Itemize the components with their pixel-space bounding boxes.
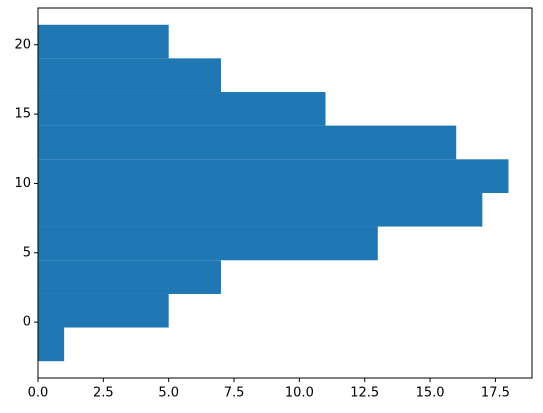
bar: [38, 92, 326, 126]
y-tick-label: 15: [14, 107, 31, 122]
x-tick-label: 15.0: [416, 386, 445, 401]
bar: [38, 24, 169, 59]
x-tick-label: 17.5: [481, 386, 510, 401]
bar: [38, 293, 169, 328]
bar: [38, 226, 378, 261]
bar: [38, 125, 457, 160]
x-tick-label: 2.5: [93, 386, 114, 401]
x-tick-label: 0.0: [28, 386, 49, 401]
plot-frame: [37, 7, 533, 379]
bar: [38, 327, 65, 362]
bar: [38, 260, 221, 294]
y-tick-label: 5: [23, 245, 31, 260]
bar: [38, 58, 221, 93]
bar: [38, 193, 483, 227]
x-tick-label: 5.0: [158, 386, 179, 401]
x-tick-label: 12.5: [350, 386, 379, 401]
y-tick-label: 10: [14, 176, 31, 191]
bar: [38, 159, 509, 193]
y-tick-label: 0: [23, 315, 31, 330]
y-tick-label: 20: [14, 37, 31, 52]
x-tick-label: 10.0: [285, 386, 314, 401]
x-tick-label: 7.5: [224, 386, 245, 401]
